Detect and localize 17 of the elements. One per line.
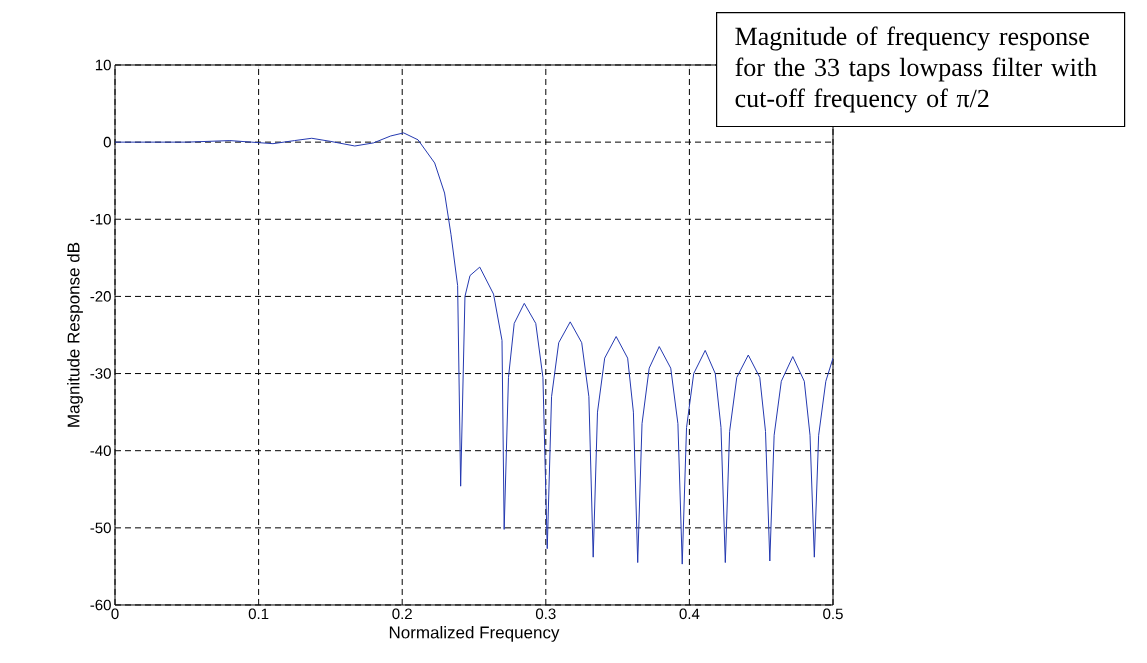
x-tick-label: 0 <box>111 608 119 620</box>
x-tick-label: 0.1 <box>248 608 269 620</box>
x-tick-label: 0.3 <box>535 608 556 620</box>
y-tick-label: -10 <box>90 213 111 225</box>
y-axis-title: Magnitude Response dB <box>67 242 83 427</box>
y-tick-label: -30 <box>90 368 111 379</box>
y-tick-label: 0 <box>103 136 111 148</box>
x-tick-label: 0.2 <box>392 608 412 620</box>
x-tick-label: 0.5 <box>823 608 843 620</box>
y-tick-label: -50 <box>90 522 111 534</box>
x-tick-label: 0.4 <box>679 608 700 620</box>
y-tick-label: -40 <box>90 445 111 457</box>
y-tick-label: -60 <box>90 599 111 611</box>
x-axis-title: Normalized Frequency <box>389 626 560 642</box>
annotation: Magnitude of frequency response for the 33 taps lowpass filter with cut-off frequency of π/2 <box>735 26 1097 113</box>
y-tick-label: 10 <box>95 59 111 71</box>
y-tick-label: -20 <box>90 291 111 302</box>
